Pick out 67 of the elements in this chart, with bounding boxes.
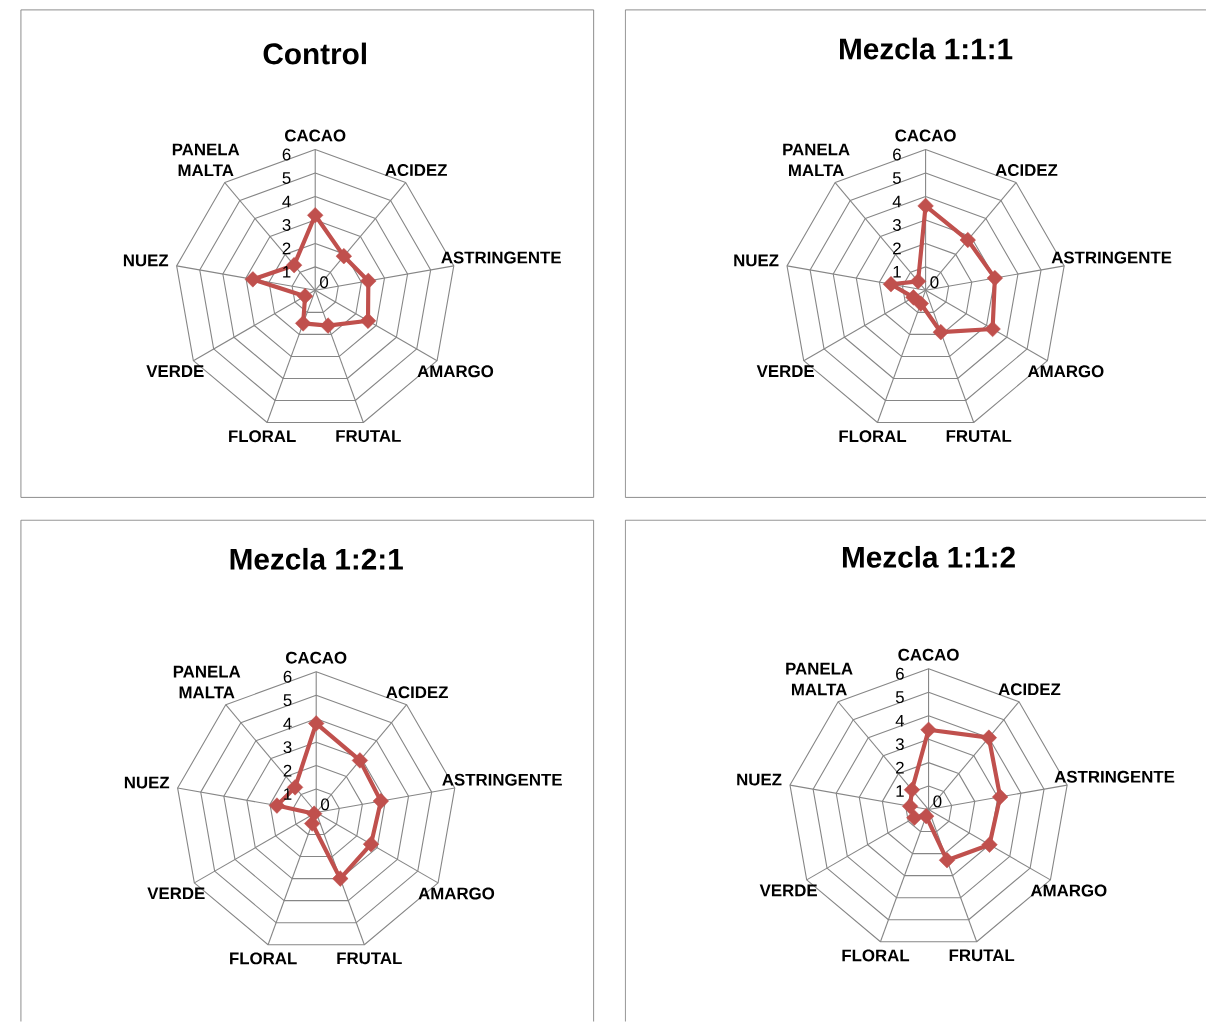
chart-title: Mezcla 1:1:2	[842, 546, 1015, 568]
spoke-label: AMARGO	[417, 365, 494, 378]
y-tick-label: 0	[320, 276, 329, 289]
spoke-label: FLORAL	[230, 952, 297, 965]
y-tick-label: 0	[930, 276, 939, 289]
spoke-label: AMARGO	[1030, 884, 1107, 897]
y-tick-label: 6	[283, 670, 292, 683]
y-tick-label: 4	[895, 715, 905, 727]
y-tick-label: 5	[892, 172, 901, 185]
y-tick-label: 2	[896, 761, 904, 774]
spoke-label: FLORAL	[842, 949, 910, 962]
spoke-label: VERDE	[146, 365, 204, 378]
spoke-label: CACAO	[898, 648, 959, 661]
y-tick-label: 1	[283, 266, 291, 278]
spoke-label: NUEZ	[123, 254, 169, 267]
spoke-label: ACIDEZ	[995, 164, 1058, 177]
spoke-label: AMARGO	[1027, 365, 1104, 378]
y-tick-label: 3	[895, 738, 904, 751]
chart-title: Control	[263, 42, 366, 65]
y-tick-label: 2	[283, 764, 292, 777]
spoke-label: PANELA MALTA	[783, 143, 850, 177]
spoke-label: PANELA MALTA	[172, 143, 240, 177]
spoke-label: ASTRINGENTE	[442, 773, 562, 786]
y-tick-label: 2	[893, 242, 901, 255]
spoke-label: VERDE	[756, 365, 814, 378]
spoke-label: CACAO	[286, 651, 347, 664]
y-tick-label: 1	[893, 266, 901, 278]
y-tick-label: 4	[283, 718, 292, 730]
y-tick-label: 5	[283, 694, 292, 707]
y-tick-label: 5	[895, 691, 904, 704]
spoke-label: FLORAL	[839, 430, 907, 443]
spoke-label: NUEZ	[734, 254, 779, 267]
y-tick-label: 1	[896, 785, 904, 798]
y-tick-label: 0	[321, 798, 330, 811]
spoke-label: FRUTAL	[336, 430, 401, 443]
spoke-label: ASTRINGENTE	[1051, 251, 1172, 264]
y-tick-label: 2	[282, 242, 291, 255]
spoke-label: ACIDEZ	[385, 164, 447, 177]
spoke-label: FRUTAL	[946, 430, 1012, 443]
spoke-label: AMARGO	[418, 887, 495, 900]
y-tick-label: 3	[892, 219, 901, 232]
spoke-label: VERDE	[147, 887, 205, 900]
spoke-label: CACAO	[895, 129, 956, 142]
chart-title: Mezcla 1:2:1	[230, 548, 403, 570]
spoke-label: ASTRINGENTE	[441, 251, 561, 264]
y-tick-label: 6	[893, 148, 901, 161]
spoke-label: NUEZ	[737, 773, 782, 786]
spoke-label: PANELA MALTA	[173, 666, 241, 699]
y-tick-label: 6	[282, 148, 291, 161]
spoke-label: FLORAL	[229, 430, 296, 443]
spoke-label: VERDE	[759, 884, 817, 897]
spoke-label: PANELA MALTA	[786, 663, 853, 696]
chart-title: Mezcla 1:1:1	[840, 37, 1013, 60]
y-tick-label: 6	[896, 668, 904, 680]
y-tick-label: 3	[283, 741, 292, 754]
spoke-label: FRUTAL	[337, 952, 402, 965]
y-tick-label: 0	[933, 795, 942, 808]
y-tick-label: 5	[282, 172, 291, 185]
y-tick-label: 3	[282, 219, 291, 232]
spoke-label: ACIDEZ	[386, 686, 448, 699]
spoke-label: ACIDEZ	[998, 683, 1061, 696]
spoke-label: CACAO	[285, 129, 346, 142]
y-tick-label: 4	[892, 195, 902, 208]
spoke-label: NUEZ	[124, 776, 170, 789]
y-tick-label: 4	[282, 195, 291, 208]
spoke-label: ASTRINGENTE	[1054, 770, 1175, 783]
spoke-label: FRUTAL	[949, 949, 1015, 962]
